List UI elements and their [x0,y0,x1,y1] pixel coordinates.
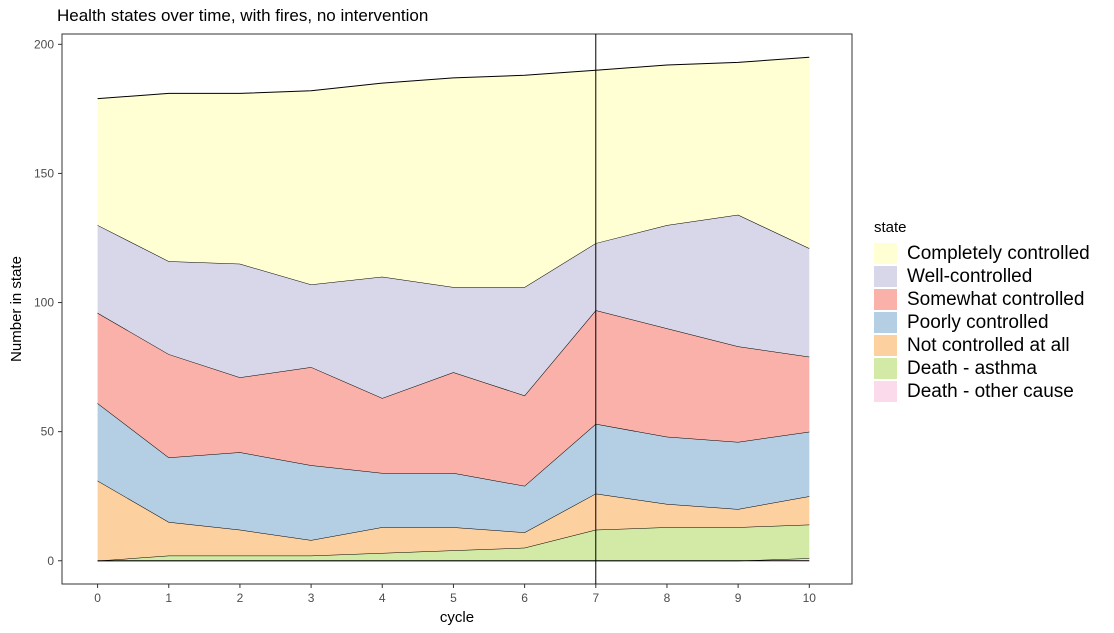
legend-item-completely-controlled: Completely controlled [874,242,1090,265]
area-death-asthma [97,524,810,561]
legend-item-death-other-cause: Death - other cause [874,380,1090,403]
y-tick-label: 150 [34,166,54,180]
area-completely-controlled [97,57,810,288]
legend-label: Death - asthma [907,357,1037,379]
legend-label: Death - other cause [907,380,1074,402]
x-tick-label: 3 [308,591,315,605]
legend-key-somewhat-controlled [874,289,897,310]
legend-items: Completely controlled Well-controlled Some… [874,242,1090,403]
y-tick-label: 200 [34,37,54,51]
area-poorly-controlled [97,403,810,541]
x-tick-label: 2 [237,591,244,605]
y-tick-label: 50 [41,425,55,439]
legend-key-completely-controlled [874,243,897,264]
legend-item-death-asthma: Death - asthma [874,357,1090,380]
x-tick-label: 0 [94,591,101,605]
x-tick-label: 6 [521,591,528,605]
x-tick-label: 4 [379,591,386,605]
x-tick-label: 1 [165,591,172,605]
legend-item-poorly-controlled: Poorly controlled [874,311,1090,334]
legend-key-well-controlled [874,266,897,287]
legend-item-well-controlled: Well-controlled [874,265,1090,288]
legend-item-not-controlled-at-all: Not controlled at all [874,334,1090,357]
x-tick-label: 10 [803,591,817,605]
area-well-controlled [97,214,810,399]
legend-item-somewhat-controlled: Somewhat controlled [874,288,1090,311]
legend: state Completely controlled Well-controll… [874,219,1090,403]
area-not-controlled-at-all [97,480,810,561]
legend-label: Completely controlled [907,242,1090,264]
x-axis-title: cycle [440,609,474,626]
x-tick-label: 8 [664,591,671,605]
legend-label: Well-controlled [907,265,1033,287]
x-tick-label: 7 [592,591,599,605]
chart-title: Health states over time, with fires, no … [57,6,429,25]
x-tick-label: 9 [735,591,742,605]
area-somewhat-controlled [97,310,810,486]
legend-key-poorly-controlled [874,312,897,333]
legend-label: Poorly controlled [907,311,1049,333]
y-tick-label: 100 [34,296,54,310]
area-layers [97,56,810,562]
x-tick-label: 5 [450,591,457,605]
legend-key-death-other-cause [874,381,897,402]
legend-label: Not controlled at all [907,334,1070,356]
plot-panel-border [61,33,853,585]
y-tick-label: 0 [47,554,54,568]
area-line-completely-controlled [97,56,810,100]
y-axis-title: Number in state [8,256,25,362]
legend-key-not-controlled-at-all [874,335,897,356]
legend-label: Somewhat controlled [907,288,1085,310]
legend-key-death-asthma [874,358,897,379]
legend-title: state [874,219,907,236]
